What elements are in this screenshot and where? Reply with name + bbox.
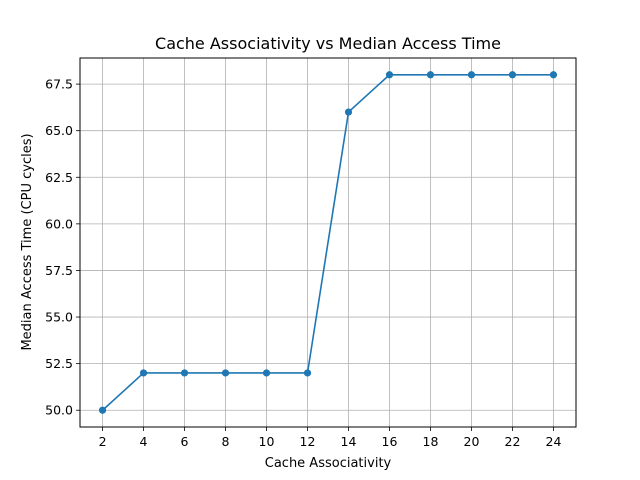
- y-axis-label: Median Access Time (CPU cycles): [20, 133, 35, 350]
- chart-title: Cache Associativity vs Median Access Tim…: [155, 34, 501, 53]
- y-tick-label: 57.5: [45, 263, 73, 278]
- x-tick-label: 24: [546, 434, 562, 449]
- series-line: [102, 73, 554, 411]
- data-point: [426, 71, 435, 79]
- x-tick-label: 6: [181, 434, 189, 449]
- x-tick-label: 18: [423, 434, 439, 449]
- y-tick-label: 60.0: [45, 216, 73, 231]
- data-point: [508, 71, 517, 79]
- x-tick-label: 2: [99, 434, 107, 449]
- data-point: [139, 369, 148, 377]
- plot-frame: [79, 57, 577, 428]
- data-point: [385, 71, 394, 79]
- y-axis-ticks: 50.0 52.5 55.0 57.5 60.0 62.5 65.0 67.5: [45, 77, 80, 418]
- y-tick-label: 65.0: [45, 123, 73, 138]
- y-tick-label: 55.0: [45, 310, 73, 325]
- data-point: [303, 369, 312, 377]
- x-tick-label: 4: [140, 434, 148, 449]
- x-axis-ticks: 2 4 6 8 10 12 14 16 18 20 22 24: [99, 427, 562, 449]
- x-tick-label: 14: [341, 434, 357, 449]
- x-axis-label: Cache Associativity: [265, 456, 392, 471]
- x-tick-label: 20: [464, 434, 480, 449]
- data-point: [262, 369, 271, 377]
- x-tick-label: 12: [300, 434, 316, 449]
- y-tick-label: 52.5: [45, 356, 73, 371]
- x-tick-label: 10: [259, 434, 275, 449]
- data-point: [98, 406, 107, 414]
- data-point: [549, 71, 558, 79]
- y-tick-label: 67.5: [45, 77, 73, 92]
- grid: [80, 58, 576, 427]
- data-point: [344, 108, 353, 116]
- x-tick-label: 16: [382, 434, 398, 449]
- data-point: [221, 369, 230, 377]
- y-tick-label: 62.5: [45, 170, 73, 185]
- y-tick-label: 50.0: [45, 403, 73, 418]
- data-point: [467, 71, 476, 79]
- data-point: [180, 369, 189, 377]
- x-tick-label: 22: [505, 434, 521, 449]
- series-layer: [98, 71, 558, 414]
- x-tick-label: 8: [222, 434, 230, 449]
